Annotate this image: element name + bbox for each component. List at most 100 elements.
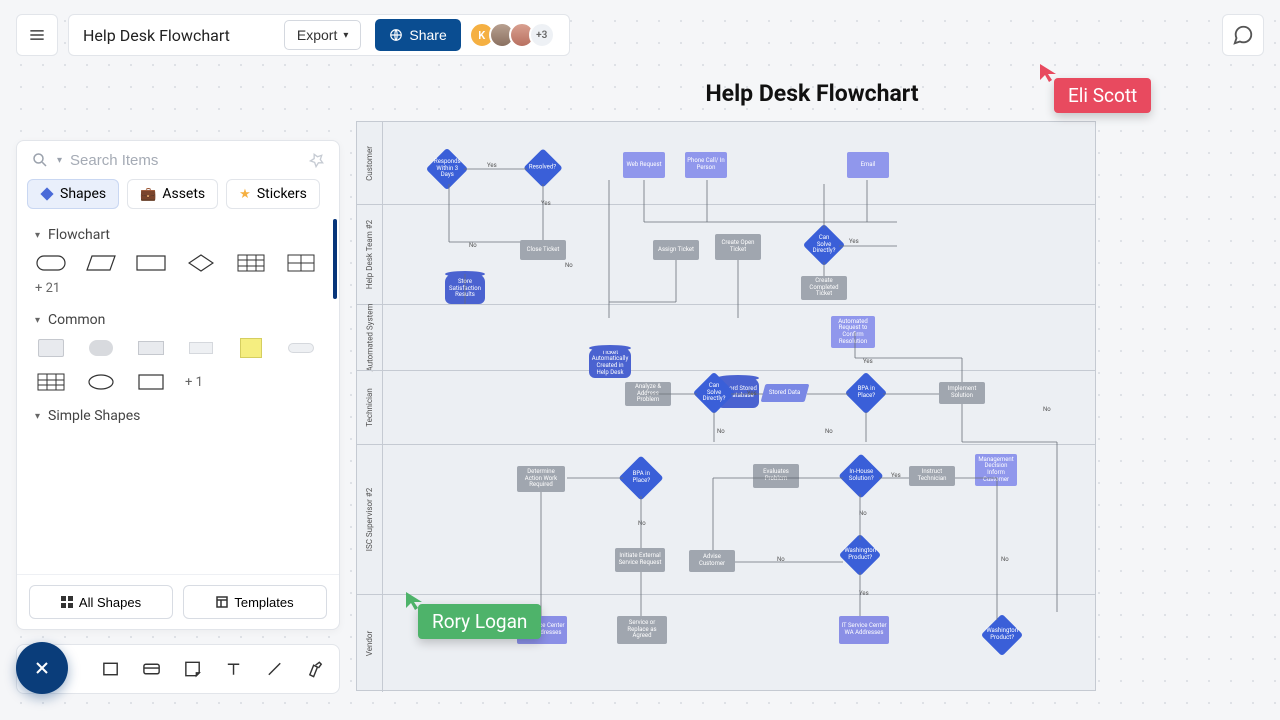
tool-rectangle[interactable] [101, 659, 120, 679]
flowchart-node[interactable]: Create Open Ticket [715, 234, 761, 260]
edge-label: No [859, 510, 867, 517]
shapes-sidebar: ▾ Shapes 💼 Assets ★ Stickers ▾ Flowchart [16, 140, 340, 630]
comments-button[interactable] [1222, 14, 1264, 56]
collaborator-avatars[interactable]: K +3 [475, 14, 555, 56]
edge-label: No [469, 242, 477, 249]
edge-label: Yes [849, 238, 859, 245]
shape-table[interactable] [235, 253, 267, 273]
shape-rect2[interactable] [135, 372, 167, 392]
flowchart-node[interactable]: Email [847, 152, 889, 178]
shape-card1[interactable] [35, 338, 67, 358]
edge-label: No [717, 428, 725, 435]
caret-icon: ▾ [35, 230, 40, 241]
flowchart-node[interactable]: Close Ticket [520, 240, 566, 260]
edge-label: Yes [487, 162, 497, 169]
scrollbar[interactable] [333, 219, 337, 299]
globe-icon [389, 28, 403, 42]
flowchart-node[interactable]: Implement Solution [939, 382, 985, 404]
flowchart-node[interactable]: Stored Data [761, 384, 810, 402]
swimlane[interactable]: Automated System [357, 304, 1095, 370]
diamond-icon [40, 187, 54, 201]
flowchart-node[interactable]: Instruct Technician [909, 466, 955, 486]
collaborator-eli: Eli Scott [1054, 78, 1151, 113]
close-icon [32, 658, 52, 678]
shape-sticky[interactable] [235, 338, 267, 358]
grid-icon [61, 596, 73, 608]
tab-shapes[interactable]: Shapes [27, 179, 119, 209]
lane-label: ISC Supervisor #2 [357, 445, 383, 594]
flowchart-more[interactable]: + 21 [35, 273, 321, 296]
flowchart-node[interactable]: Initiate External Service Request [615, 548, 665, 572]
lane-label: Technician [357, 371, 383, 444]
shape-card3[interactable] [135, 338, 167, 358]
comment-icon [1232, 24, 1254, 46]
flowchart-node[interactable]: Automated Request to Confirm Resolution [831, 316, 875, 348]
flowchart-node[interactable]: Web Request [623, 152, 665, 178]
edge-label: Yes [747, 390, 757, 397]
edge-label: Yes [859, 590, 869, 597]
shape-grid[interactable] [35, 372, 67, 392]
shape-card5[interactable] [285, 338, 317, 358]
tool-highlighter[interactable] [306, 659, 325, 679]
share-button[interactable]: Share [375, 19, 460, 51]
templates-button[interactable]: Templates [183, 585, 327, 619]
edge-label: No [565, 262, 573, 269]
edge-label: No [638, 520, 646, 527]
shape-parallelogram[interactable] [85, 253, 117, 273]
shape-table2[interactable] [285, 253, 317, 273]
briefcase-icon: 💼 [140, 187, 156, 202]
flowchart-node[interactable]: Determine Action Work Required [517, 466, 565, 492]
menu-button[interactable] [16, 14, 58, 56]
flowchart-node[interactable]: Service or Replace as Agreed [617, 616, 667, 644]
flowchart-node[interactable]: Evaluates Problem [753, 464, 799, 488]
flowchart-node[interactable]: Ticket Automatically Created in Help Des… [589, 348, 631, 378]
tab-assets[interactable]: 💼 Assets [127, 179, 218, 209]
document-title[interactable]: Help Desk Flowchart [83, 26, 270, 45]
tool-text[interactable] [224, 659, 243, 679]
flowchart-node[interactable]: IT Service Center WA Addresses [839, 616, 889, 644]
pin-icon[interactable] [309, 152, 325, 168]
flowchart-node[interactable]: Store Satisfaction Results [445, 274, 485, 304]
shape-terminator[interactable] [35, 253, 67, 273]
search-dropdown-icon[interactable]: ▾ [57, 155, 62, 166]
shape-diamond[interactable] [185, 253, 217, 273]
common-more[interactable]: + 1 [185, 375, 203, 390]
avatar-more[interactable]: +3 [529, 22, 555, 48]
tool-card[interactable] [142, 659, 161, 679]
lane-label: Vendor [357, 595, 383, 692]
export-button[interactable]: Export ▾ [284, 20, 362, 50]
section-simple-shapes[interactable]: ▾ Simple Shapes [35, 408, 321, 424]
search-icon [31, 151, 49, 169]
section-common[interactable]: ▾ Common [35, 312, 321, 328]
tool-line[interactable] [265, 659, 284, 679]
edge-label: Yes [863, 358, 873, 365]
flowchart-node[interactable]: Create Completed Ticket [801, 276, 847, 300]
chevron-down-icon: ▾ [343, 30, 348, 41]
tab-stickers[interactable]: ★ Stickers [226, 179, 320, 209]
close-fab[interactable] [16, 642, 68, 694]
shape-rectangle[interactable] [135, 253, 167, 273]
flowchart-node[interactable]: Management Decision Inform Customer [975, 454, 1017, 486]
collaborator-rory: Rory Logan [418, 604, 541, 639]
all-shapes-button[interactable]: All Shapes [29, 585, 173, 619]
lane-label: Customer [357, 122, 383, 204]
shape-card2[interactable] [85, 338, 117, 358]
edge-label: No [825, 428, 833, 435]
flowchart-node[interactable]: Phone Call/ In Person [685, 152, 727, 178]
title-bar: Help Desk Flowchart Export ▾ Share K +3 [68, 14, 570, 56]
lane-label: Automated System [357, 305, 383, 370]
tool-sticky[interactable] [183, 659, 202, 679]
section-flowchart[interactable]: ▾ Flowchart [35, 227, 321, 243]
star-icon: ★ [239, 187, 251, 202]
hamburger-icon [27, 25, 47, 45]
edge-label: No [1043, 406, 1051, 413]
flowchart-node[interactable]: Assign Ticket [653, 240, 699, 260]
edge-label: No [1001, 556, 1009, 563]
search-input[interactable] [70, 152, 301, 169]
flowchart-node[interactable]: Advise Customer [689, 550, 735, 572]
shape-ellipse[interactable] [85, 372, 117, 392]
edge-label: Yes [541, 200, 551, 207]
edge-label: Yes [891, 472, 901, 479]
shape-card4[interactable] [185, 338, 217, 358]
flowchart-node[interactable]: Analyze & Address Problem [625, 382, 671, 406]
